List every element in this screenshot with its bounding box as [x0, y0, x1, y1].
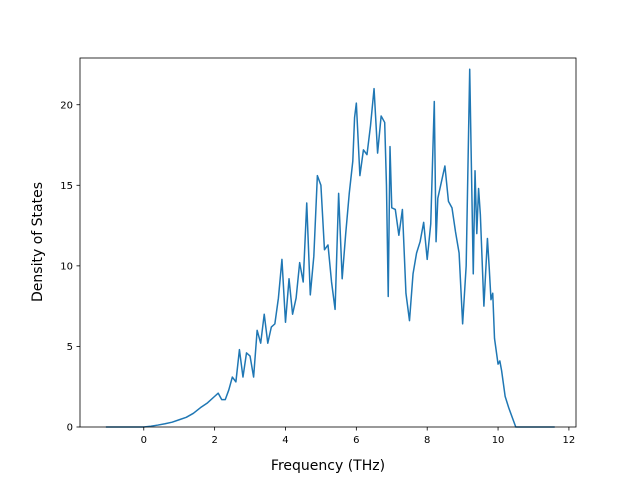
plot-area	[80, 58, 576, 427]
x-axis-label: Frequency (THz)	[271, 458, 385, 474]
y-tick-label: 0	[67, 423, 73, 434]
x-tick-label: 6	[353, 435, 359, 446]
y-tick-label: 10	[60, 261, 73, 272]
series-line-0	[105, 68, 555, 428]
x-tick-label: 0	[141, 435, 147, 446]
y-axis: 0 5 10 15 20	[60, 100, 80, 434]
series-layer	[105, 68, 555, 428]
x-tick-label: 8	[424, 435, 430, 446]
x-tick-label: 4	[282, 435, 288, 446]
plot-frame	[79, 57, 577, 428]
y-tick-label: 20	[60, 100, 73, 111]
x-tick-label: 10	[492, 435, 505, 446]
y-axis-label: Density of States	[30, 182, 46, 302]
x-tick-label: 12	[563, 435, 576, 446]
y-tick-label: 5	[67, 342, 73, 353]
x-tick-label: 2	[211, 435, 217, 446]
x-axis: 0 2 4 6 8 10 12	[141, 427, 576, 446]
y-tick-label: 15	[60, 181, 73, 192]
